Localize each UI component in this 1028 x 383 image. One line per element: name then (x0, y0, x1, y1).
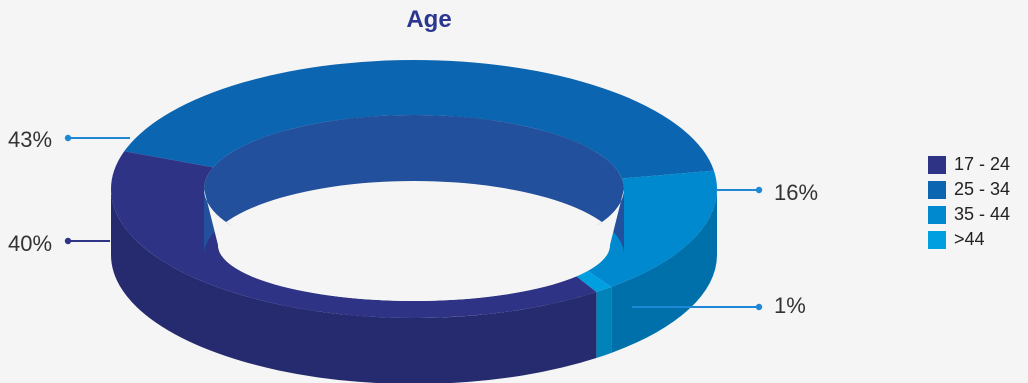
donut-side-2 (611, 189, 717, 353)
legend-item-25-34[interactable]: 25 - 34 (928, 177, 1010, 202)
donut-slice-1 (124, 60, 714, 179)
legend-label-17-24: 17 - 24 (954, 154, 1011, 174)
label-over-44: 1% (774, 293, 806, 318)
legend-label-35-44: 35 - 44 (954, 204, 1011, 224)
donut-inner-wall (204, 115, 624, 255)
legend-swatch-over-44 (928, 230, 946, 249)
leader-25-34-dot (64, 134, 72, 142)
legend-label-over-44: >44 (954, 229, 985, 249)
leader-over-44-dot (755, 303, 763, 311)
donut-side-0 (111, 189, 597, 383)
legend-item-35-44[interactable]: 35 - 44 (928, 202, 1010, 227)
legend-label-25-34: 25 - 34 (954, 179, 1011, 199)
legend-swatch-35-44 (928, 205, 946, 224)
label-35-44: 16% (774, 180, 819, 205)
donut-side-3 (596, 286, 612, 359)
leader-17-24-dot (64, 237, 72, 245)
legend-swatch-17-24 (928, 155, 946, 174)
legend: 17 - 24 25 - 34 35 - 44 >44 (928, 152, 1010, 252)
label-25-34: 43% (8, 127, 53, 152)
leader-35-44-dot (755, 186, 763, 194)
legend-item-over-44[interactable]: >44 (928, 227, 1010, 252)
chart-title: Age (406, 6, 452, 33)
legend-item-17-24[interactable]: 17 - 24 (928, 152, 1010, 177)
legend-swatch-25-34 (928, 180, 946, 199)
donut-hole-lower (204, 189, 624, 301)
label-17-24: 40% (8, 231, 53, 256)
